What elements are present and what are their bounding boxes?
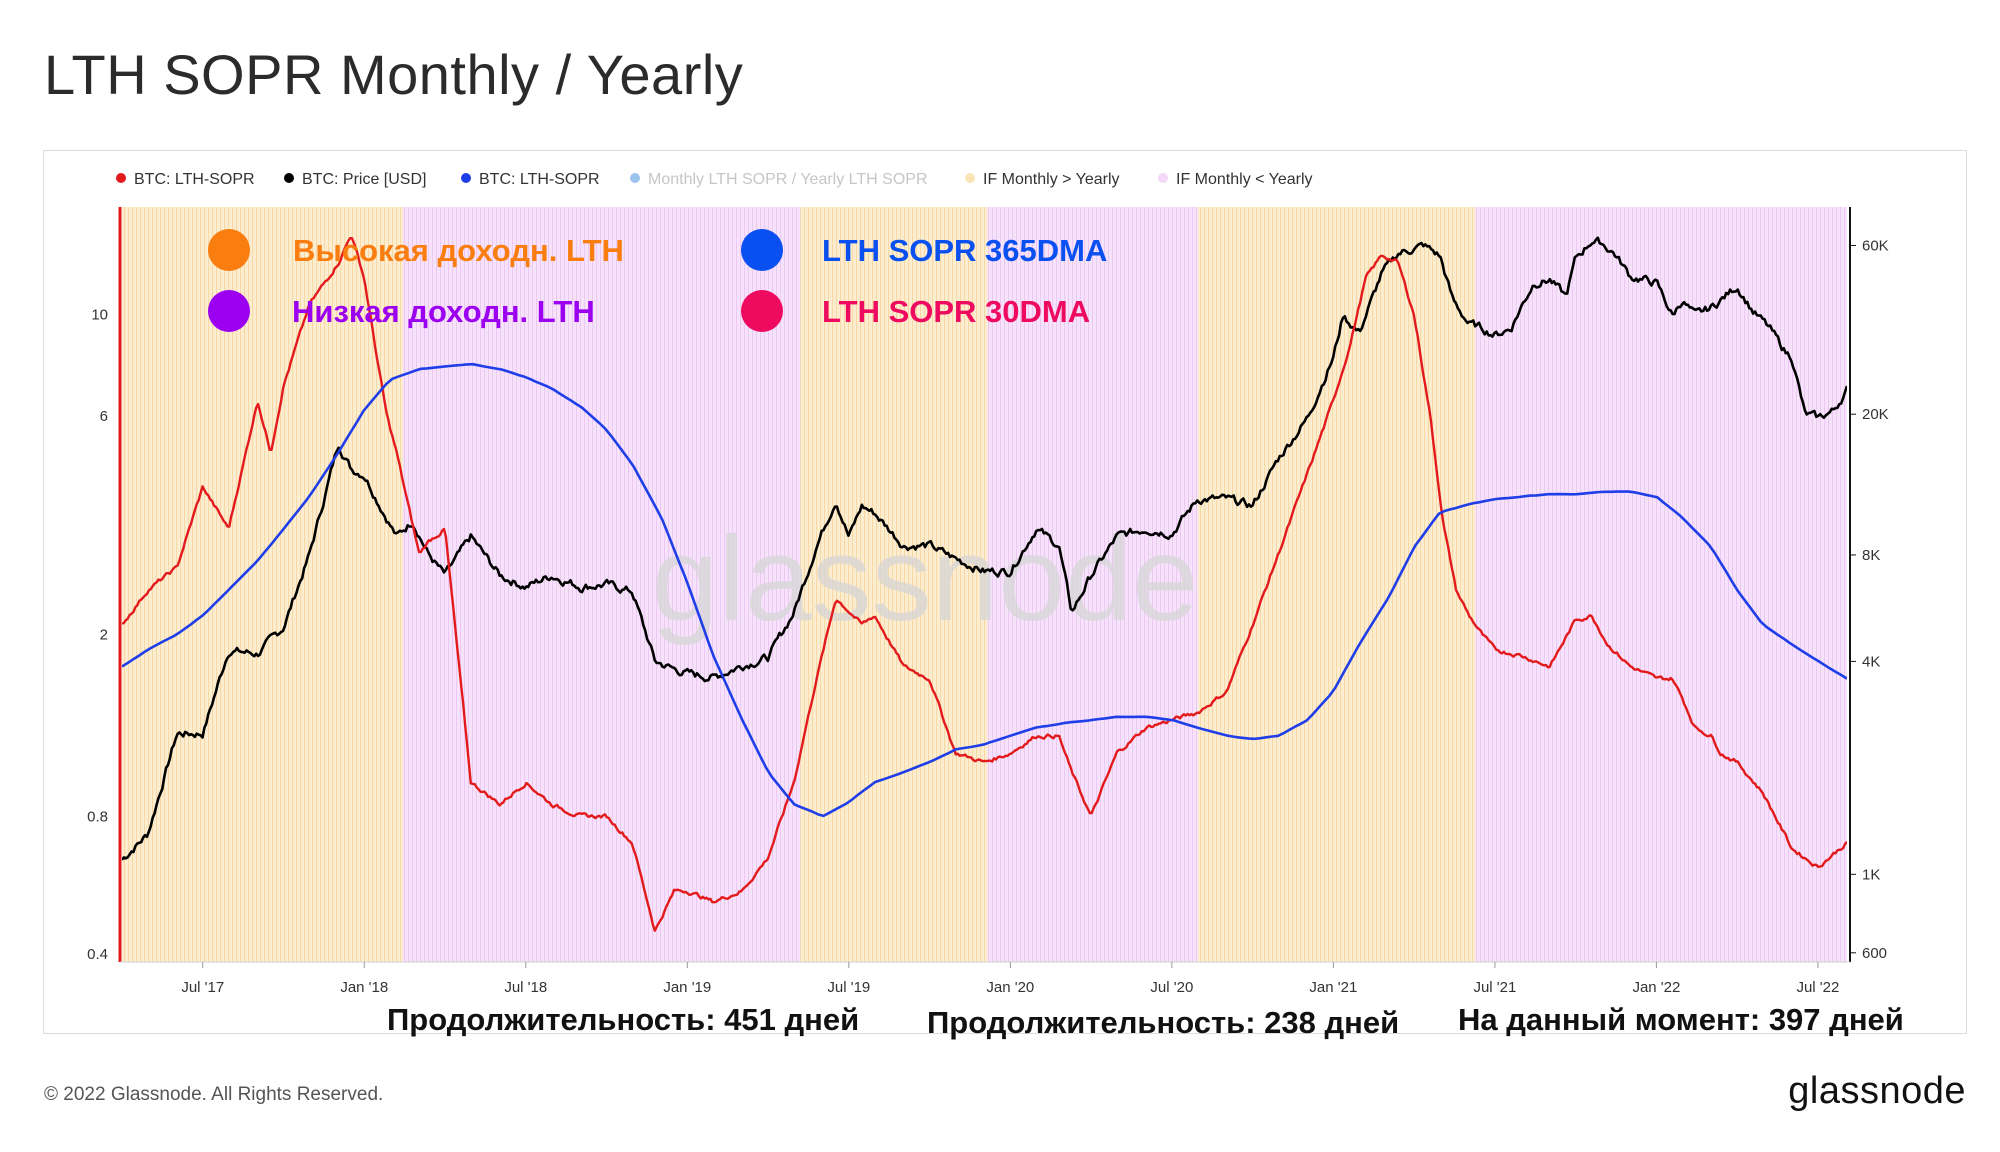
x-tick-label: Jan '21 bbox=[1309, 979, 1357, 996]
legend-label: BTC: LTH-SOPR bbox=[134, 171, 255, 188]
x-tick-label: Jul '18 bbox=[504, 979, 547, 996]
legend-label: BTC: Price [USD] bbox=[302, 171, 426, 188]
legend-dot-icon bbox=[630, 173, 640, 183]
blue-dot-icon bbox=[741, 229, 783, 271]
legend-label: IF Monthly < Yearly bbox=[1176, 171, 1313, 188]
x-tick-label: Jan '20 bbox=[986, 979, 1034, 996]
legend-dot-icon bbox=[1158, 173, 1168, 183]
annotation-label: LTH SOPR 365DMA bbox=[822, 233, 1107, 268]
regime-band-4 bbox=[987, 207, 1198, 962]
annotation-30dma: LTH SOPR 30DMA bbox=[741, 290, 1090, 332]
orange-dot-icon bbox=[208, 229, 250, 271]
left-tick-label: 10 bbox=[91, 307, 108, 324]
regime-bands bbox=[122, 207, 1847, 962]
chart-frame bbox=[43, 150, 1967, 1034]
right-tick-label: 8K bbox=[1862, 547, 1880, 564]
legend-dot-icon bbox=[965, 173, 975, 183]
x-tick-label: Jan '18 bbox=[340, 979, 388, 996]
legend-dot-icon bbox=[116, 173, 126, 183]
x-tick-label: Jul '22 bbox=[1796, 979, 1839, 996]
legend-label: IF Monthly > Yearly bbox=[983, 171, 1120, 188]
duration-label-2: Продолжительность: 238 дней bbox=[927, 1005, 1399, 1040]
legend-item-monthly-lt-yearly[interactable]: IF Monthly < Yearly bbox=[1158, 171, 1313, 188]
right-tick-label: 60K bbox=[1862, 237, 1889, 254]
x-tick-label: Jan '19 bbox=[663, 979, 711, 996]
series-line-1 bbox=[122, 236, 1847, 861]
legend-item-lth-sopr-blue[interactable]: BTC: LTH-SOPR bbox=[461, 171, 600, 188]
annotation-label: Высокая доходн. LTH bbox=[293, 233, 624, 268]
annotation-legend: Высокая доходн. LTH Низкая доходн. LTH L… bbox=[208, 229, 1107, 332]
right-tick-label: 4K bbox=[1862, 653, 1880, 670]
x-tick-label: Jul '19 bbox=[827, 979, 870, 996]
regime-band-1 bbox=[122, 207, 404, 962]
right-tick-label: 600 bbox=[1862, 945, 1887, 962]
legend-dot-icon bbox=[284, 173, 294, 183]
x-tick-label: Jul '17 bbox=[181, 979, 224, 996]
duration-label-1: Продолжительность: 451 дней bbox=[387, 1002, 859, 1037]
annotation-low-yield: Низкая доходн. LTH bbox=[208, 290, 595, 332]
watermark: glassnode bbox=[651, 512, 1198, 646]
legend-dot-icon bbox=[461, 173, 471, 183]
brand-logo[interactable]: glassnode bbox=[1788, 1070, 1966, 1112]
legend-label: BTC: LTH-SOPR bbox=[479, 171, 600, 188]
legend-item-lth-sopr-red[interactable]: BTC: LTH-SOPR bbox=[116, 171, 255, 188]
regime-band-5 bbox=[1197, 207, 1476, 962]
annotation-label: LTH SOPR 30DMA bbox=[822, 294, 1090, 329]
legend-item-ratio[interactable]: Monthly LTH SOPR / Yearly LTH SOPR bbox=[630, 171, 928, 188]
x-axis-ticks: Jul '17 Jan '18 Jul '18 Jan '19 Jul '19 Jan '… bbox=[181, 962, 1839, 996]
left-axis-ticks: 0.4 0.8 2 6 10 bbox=[87, 307, 108, 963]
x-tick-label: Jul '20 bbox=[1150, 979, 1193, 996]
right-tick-label: 1K bbox=[1862, 866, 1880, 883]
annotation-label: Низкая доходн. LTH bbox=[292, 294, 595, 329]
right-axis-ticks: 600 1K 4K 8K 20K 60K bbox=[1850, 237, 1889, 962]
duration-label-3: На данный момент: 397 дней bbox=[1458, 1002, 1904, 1037]
x-tick-label: Jan '22 bbox=[1632, 979, 1680, 996]
copyright-footer: © 2022 Glassnode. All Rights Reserved. bbox=[44, 1084, 384, 1105]
annotation-high-yield: Высокая доходн. LTH bbox=[208, 229, 624, 271]
crimson-dot-icon bbox=[741, 290, 783, 332]
series-layer bbox=[122, 236, 1847, 932]
left-tick-label: 0.8 bbox=[87, 808, 108, 825]
right-tick-label: 20K bbox=[1862, 406, 1889, 423]
legend-label: Monthly LTH SOPR / Yearly LTH SOPR bbox=[648, 171, 928, 188]
x-tick-label: Jul '21 bbox=[1473, 979, 1516, 996]
page-title: LTH SOPR Monthly / Yearly bbox=[44, 43, 744, 106]
legend-item-price[interactable]: BTC: Price [USD] bbox=[284, 171, 426, 188]
regime-band-2 bbox=[403, 207, 801, 962]
left-tick-label: 0.4 bbox=[87, 946, 108, 963]
series-line-3 bbox=[122, 362, 1847, 818]
legend: BTC: LTH-SOPR BTC: Price [USD] BTC: LTH-… bbox=[116, 171, 1313, 188]
series-line-2 bbox=[122, 237, 1847, 932]
left-tick-label: 2 bbox=[100, 626, 108, 643]
purple-dot-icon bbox=[208, 290, 250, 332]
left-tick-label: 6 bbox=[100, 408, 108, 425]
annotation-365dma: LTH SOPR 365DMA bbox=[741, 229, 1107, 271]
regime-band-3 bbox=[800, 207, 988, 962]
legend-item-monthly-gt-yearly[interactable]: IF Monthly > Yearly bbox=[965, 171, 1120, 188]
